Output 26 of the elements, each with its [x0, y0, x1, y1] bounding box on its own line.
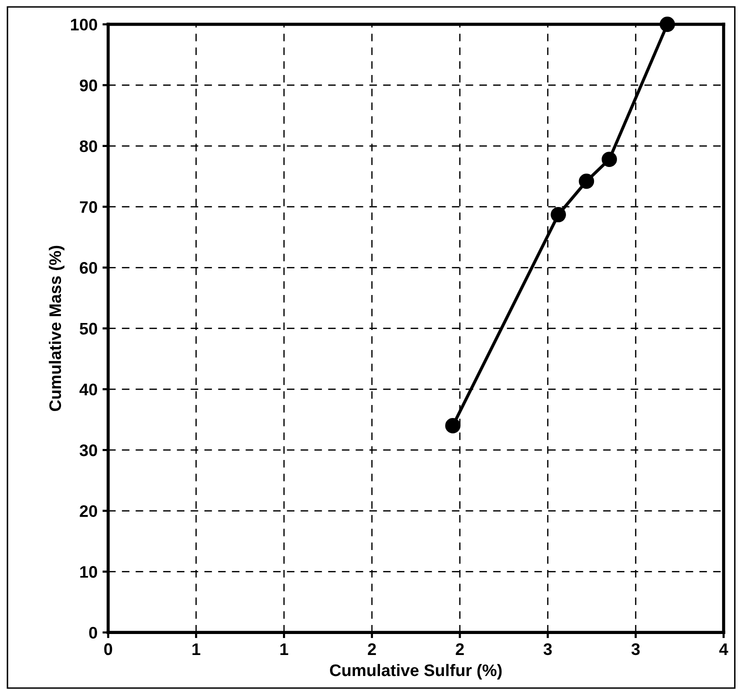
y-tick-label: 60	[80, 262, 98, 274]
y-tick-label: 40	[79, 384, 98, 396]
y-axis-title: Cumulative Mass (%)	[48, 246, 64, 412]
y-tick-label: 30	[80, 444, 98, 456]
y-tick-label: 10	[80, 566, 98, 578]
x-tick-label: 0	[104, 643, 112, 656]
y-tick-label: 80	[80, 140, 98, 152]
point	[578, 174, 594, 189]
x-tick-label: 2	[368, 643, 376, 655]
x-tick-label: 2	[456, 643, 464, 655]
x-tick-label: 1	[280, 643, 288, 655]
point	[445, 418, 460, 434]
x-tick-label: 1	[192, 643, 200, 655]
y-tick-label: 50	[80, 322, 98, 335]
y-tick-label: 0	[89, 626, 98, 639]
x-axis-title: Cumulative Sulfur (%)	[330, 664, 502, 680]
x-tick-label: 3	[631, 643, 640, 656]
point	[602, 152, 617, 167]
y-tick-label: 90	[80, 80, 98, 92]
point	[550, 207, 566, 222]
x-tick-label: 3	[544, 643, 552, 656]
y-tick-label: 70	[80, 201, 98, 213]
y-tick-label: 20	[80, 505, 98, 518]
point	[660, 16, 675, 32]
x-tick-label: 4	[719, 643, 728, 655]
y-tick-label: 100	[71, 18, 98, 31]
